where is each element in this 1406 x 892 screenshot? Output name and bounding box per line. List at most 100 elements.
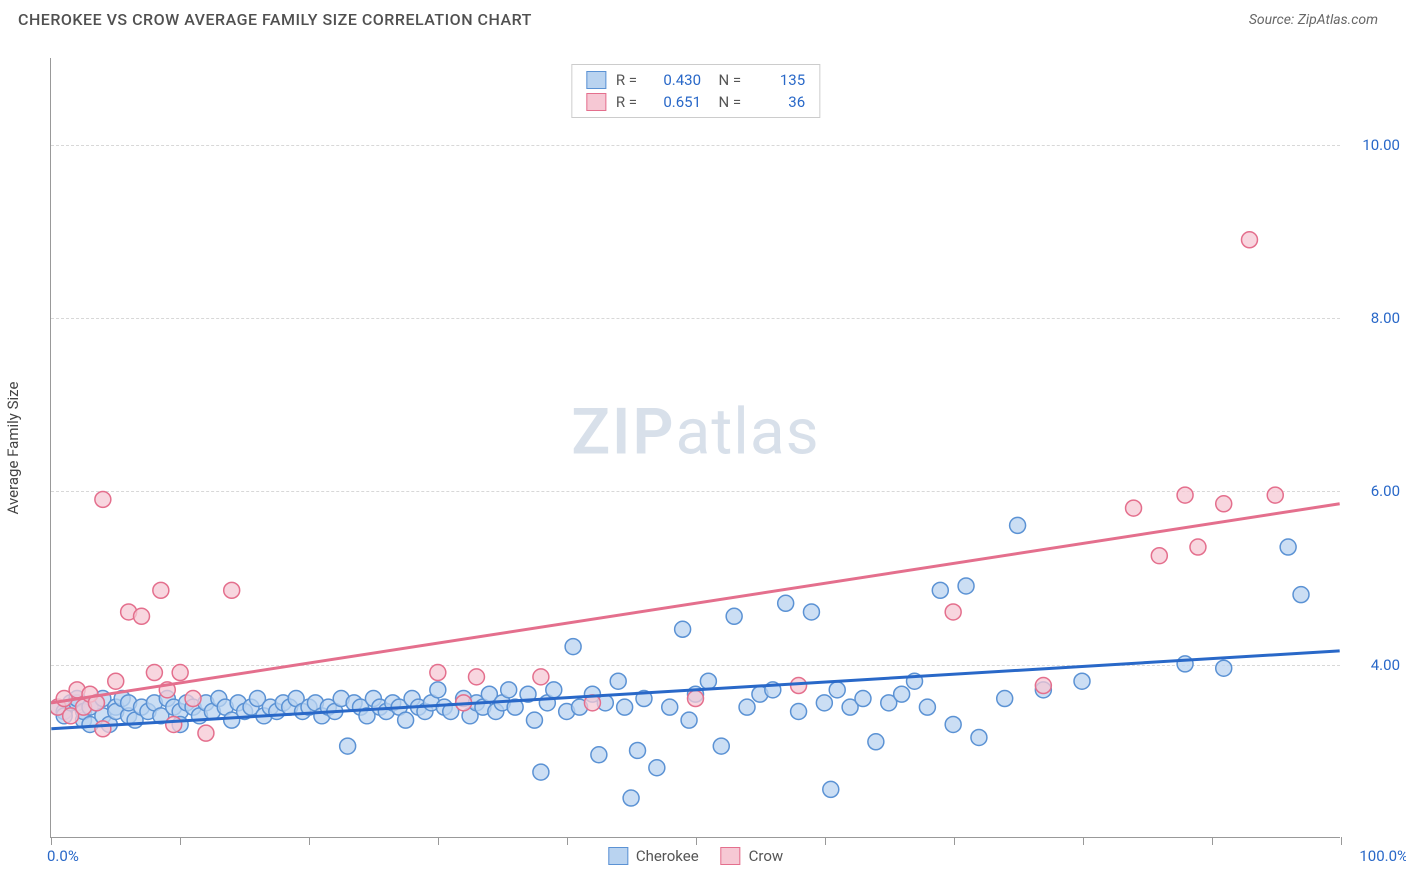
data-point [855, 691, 871, 707]
data-point [971, 729, 987, 745]
data-point [533, 764, 549, 780]
data-point [1010, 517, 1026, 533]
x-tick [438, 837, 439, 845]
data-point [134, 608, 150, 624]
data-point [997, 691, 1013, 707]
x-tick [51, 837, 52, 845]
data-point [617, 699, 633, 715]
data-point [803, 604, 819, 620]
data-point [791, 704, 807, 720]
legend-n-value: 135 [751, 71, 805, 89]
data-point [95, 491, 111, 507]
x-tick [309, 837, 310, 845]
legend-r-label: R = [616, 93, 637, 111]
data-point [649, 760, 665, 776]
data-point [675, 621, 691, 637]
data-point [526, 712, 542, 728]
x-tick [696, 837, 697, 845]
legend-series: Cherokee Crow [608, 847, 783, 865]
trend-line [51, 504, 1339, 703]
data-point [1280, 539, 1296, 555]
x-tick [180, 837, 181, 845]
data-point [1241, 232, 1257, 248]
data-point [398, 712, 414, 728]
data-point [185, 691, 201, 707]
data-point [778, 595, 794, 611]
data-point [224, 582, 240, 598]
data-point [739, 699, 755, 715]
data-point [153, 582, 169, 598]
data-point [919, 699, 935, 715]
data-point [945, 604, 961, 620]
data-point [1293, 587, 1309, 603]
chart-title: CHEROKEE VS CROW AVERAGE FAMILY SIZE COR… [18, 10, 532, 29]
data-point [108, 673, 124, 689]
data-point [1177, 487, 1193, 503]
y-tick-label: 8.00 [1350, 309, 1400, 327]
data-point [1267, 487, 1283, 503]
data-point [894, 686, 910, 702]
data-point [958, 578, 974, 594]
legend-r-label: R = [616, 71, 637, 89]
data-point [430, 665, 446, 681]
data-point [829, 682, 845, 698]
data-point [610, 673, 626, 689]
data-point [172, 665, 188, 681]
y-tick-label: 10.00 [1350, 136, 1400, 154]
data-point [1151, 548, 1167, 564]
data-point [1190, 539, 1206, 555]
data-point [1126, 500, 1142, 516]
legend-label: Cherokee [636, 847, 699, 865]
data-point [591, 747, 607, 763]
data-point [1074, 673, 1090, 689]
legend-swatch [608, 847, 628, 865]
x-tick [567, 837, 568, 845]
source-attribution: Source: ZipAtlas.com [1249, 12, 1378, 28]
data-point [533, 669, 549, 685]
legend-swatch [586, 93, 606, 111]
legend-r-value: 0.430 [647, 71, 701, 89]
chart-area: ZIPatlas 4.006.008.0010.00 Average Famil… [50, 58, 1340, 838]
x-tick [1341, 837, 1342, 845]
data-point [816, 695, 832, 711]
data-point [791, 678, 807, 694]
data-point [501, 682, 517, 698]
data-point [1216, 660, 1232, 676]
data-point [688, 691, 704, 707]
data-point [945, 716, 961, 732]
legend-swatch [721, 847, 741, 865]
legend-label: Crow [749, 847, 784, 865]
x-tick [825, 837, 826, 845]
legend-item: Crow [721, 847, 784, 865]
data-point [868, 734, 884, 750]
data-point [681, 712, 697, 728]
data-point [430, 682, 446, 698]
data-point [166, 716, 182, 732]
x-axis-max-label: 100.0% [1359, 847, 1406, 865]
y-tick-label: 4.00 [1350, 656, 1400, 674]
data-point [546, 682, 562, 698]
data-point [198, 725, 214, 741]
x-tick [954, 837, 955, 845]
data-point [95, 721, 111, 737]
data-point [1216, 496, 1232, 512]
y-tick-label: 6.00 [1350, 482, 1400, 500]
legend-row: R = 0.430 N = 135 [586, 69, 805, 91]
legend-row: R =0.651 N =36 [586, 91, 805, 113]
data-point [823, 781, 839, 797]
legend-n-label: N = [711, 71, 741, 89]
scatter-plot [51, 58, 1340, 837]
data-point [662, 699, 678, 715]
x-tick [1083, 837, 1084, 845]
legend-swatch [586, 71, 606, 89]
data-point [1177, 656, 1193, 672]
legend-item: Cherokee [608, 847, 699, 865]
legend-n-value: 36 [751, 93, 805, 111]
data-point [146, 665, 162, 681]
data-point [340, 738, 356, 754]
data-point [713, 738, 729, 754]
data-point [932, 582, 948, 598]
data-point [1035, 678, 1051, 694]
data-point [468, 669, 484, 685]
legend-r-value: 0.651 [647, 93, 701, 111]
